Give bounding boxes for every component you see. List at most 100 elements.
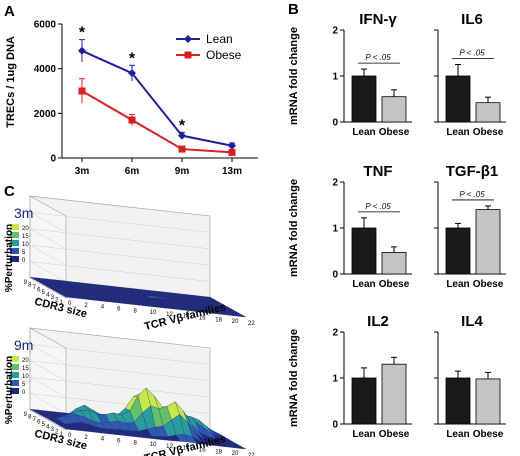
cdr3-tick-label: 5 (42, 290, 46, 296)
bar-lean (445, 75, 471, 123)
y-axis-label: mRNA fold change (288, 27, 300, 125)
grid-line (29, 360, 67, 382)
surface-title: 3m (14, 205, 33, 221)
data-point-obese (228, 148, 236, 156)
x-tick-label: 9m (175, 166, 190, 177)
bar-obese (475, 378, 501, 425)
bar-lean (351, 227, 377, 275)
bar-obese (381, 251, 407, 275)
subplot-title: IFN-γ (359, 11, 397, 28)
bar-lean (351, 75, 377, 123)
cdr3-tick-label: 7 (33, 285, 37, 291)
tcr-tick-label: 20 (232, 319, 239, 325)
x-tick-label: Obese (379, 127, 410, 138)
series-line-lean (81, 49, 233, 147)
colorbar-label: 5 (22, 382, 26, 388)
grid-line (29, 344, 67, 365)
tcr-tick-label: 16 (199, 448, 206, 454)
cdr3-tick-label: 1 (60, 300, 64, 306)
tcr-tick-label: 0 (68, 433, 72, 439)
bar-obese (475, 102, 501, 123)
y-tick-label: 0 (332, 118, 338, 129)
y-tick-label: 0 (332, 270, 338, 281)
colorbar-swatch (10, 364, 19, 370)
surface-patch (233, 313, 247, 318)
cdr3-tick-label: 6 (37, 420, 41, 426)
p-value-label: P < .05 (459, 49, 485, 58)
x-tick-label: Lean (446, 279, 469, 290)
bar-lean (445, 227, 471, 275)
cdr3-tick-label: 2 (55, 430, 59, 436)
bar-lean (351, 377, 377, 425)
cdr3-tick-label: 3 (51, 295, 55, 301)
significance-star: * (79, 25, 86, 42)
y-tick-label: 2 (332, 26, 338, 37)
tcr-tick-label: 6 (117, 306, 121, 312)
bar-obese (475, 209, 501, 275)
y-axis-label: mRNA fold change (288, 329, 300, 427)
subplot-il2: 0 1 2 mRNA fold change IL2 Lean Obese (288, 313, 412, 440)
tcr-tick-label: 4 (101, 437, 105, 443)
surface-patch (233, 445, 247, 450)
colorbar-swatch (10, 388, 19, 394)
data-point-lean (78, 46, 86, 55)
data-point-obese (128, 116, 136, 124)
tcr-tick-label: 8 (133, 440, 137, 446)
tcr-tick-label: 14 (183, 314, 190, 320)
legend-marker (184, 35, 192, 43)
grid-line (29, 261, 211, 282)
cdr3-tick-label: 9 (24, 412, 28, 418)
significance-star: * (129, 50, 136, 67)
panel-b-bar-charts: 0 1 2 mRNA fold change IFN-γ Lean Obese P < .05… (288, 11, 506, 440)
cdr3-tick-label: 8 (28, 415, 32, 421)
panel-a-ylabel: TRECs / 1ug DNA (5, 36, 17, 128)
cdr3-tick-label: 4 (46, 425, 50, 431)
cdr3-tick-label: 1 (60, 432, 64, 438)
data-point-obese (178, 145, 186, 153)
z-axis-label: %Perturbation (4, 356, 15, 424)
cdr3-tick-label: 6 (37, 288, 41, 294)
cdr3-tick-label: 9 (24, 280, 28, 286)
series-line-obese (81, 90, 233, 154)
y-tick-label: 1 (332, 374, 338, 385)
colorbar-swatch (10, 232, 19, 238)
colorbar-swatch (10, 224, 19, 230)
tcr-tick-label: 10 (150, 310, 157, 316)
significance-star: * (179, 117, 186, 134)
tcr-tick-label: 10 (150, 442, 157, 448)
colorbar-swatch (10, 240, 19, 246)
tcr-tick-label: 2 (84, 303, 88, 309)
x-tick-label: Obese (473, 127, 504, 138)
grid-line (29, 228, 211, 250)
surface-title: 9m (14, 337, 33, 353)
data-point-lean (228, 141, 236, 150)
y-tick-label: 6000 (34, 20, 57, 31)
x-tick-label: Lean (446, 127, 469, 138)
colorbar-label: 0 (22, 258, 26, 264)
p-value-label: P < .05 (365, 202, 391, 211)
panel-letter-a: A (4, 3, 15, 20)
grid-line (29, 228, 67, 250)
x-tick-label: Lean (352, 127, 375, 138)
y-tick-label: 0 (50, 154, 56, 165)
y-tick-label: 1 (332, 72, 338, 83)
legend-marker (184, 51, 192, 59)
colorbar-label: 5 (22, 250, 26, 256)
tcr-tick-label: 6 (117, 438, 121, 444)
data-point-lean (178, 131, 186, 140)
tcr-tick-label: 22 (248, 453, 255, 456)
bar-obese (381, 363, 407, 425)
subplot-il6: IL6 Lean Obese P < .05 (434, 11, 506, 138)
data-point-lean (128, 69, 136, 78)
grid-line (29, 360, 211, 382)
x-tick-label: Obese (473, 279, 504, 290)
colorbar-swatch (10, 380, 19, 386)
panel-a-line-chart: TRECs / 1ug DNA 0 2000 4000 6000 3m 6m 9m 13m * *… (5, 20, 258, 177)
colorbar-label: 0 (22, 390, 26, 396)
grid-line (29, 261, 67, 282)
subplot-tnf: 0 1 2 mRNA fold change TNF Lean Obese P < .05 (288, 163, 412, 290)
subplot-title: IL2 (367, 313, 389, 330)
colorbar-label: 20 (22, 358, 29, 364)
